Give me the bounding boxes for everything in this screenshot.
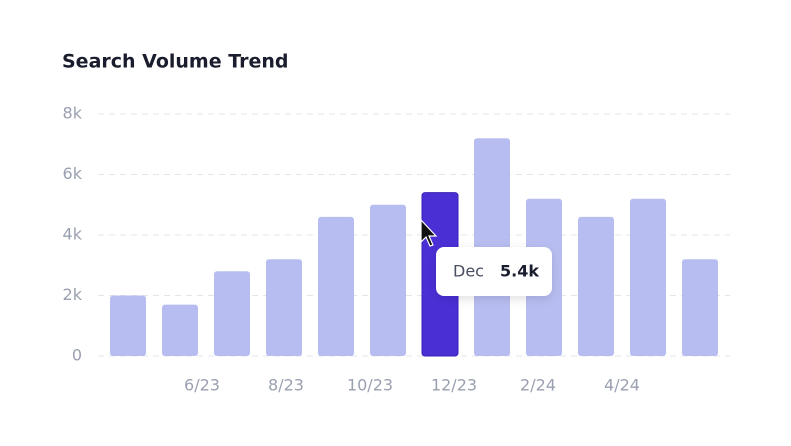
x-tick-label: 2/24: [520, 376, 556, 395]
bar: [162, 304, 198, 356]
bar: [318, 216, 354, 356]
chart-title: Search Volume Trend: [62, 51, 288, 73]
bar: [630, 198, 666, 356]
y-tick-label: 8k: [63, 104, 83, 123]
bar: [110, 295, 146, 356]
bar: [214, 271, 250, 356]
tooltip-label: Dec: [453, 262, 484, 281]
tooltip: [436, 247, 552, 296]
tooltip-value: 5.4k: [500, 262, 539, 281]
bar: [370, 204, 406, 356]
x-tick-label: 4/24: [604, 376, 640, 395]
x-tick-label: 10/23: [347, 376, 393, 395]
y-tick-label: 0: [72, 346, 82, 365]
bar: [682, 259, 718, 356]
x-tick-label: 8/23: [268, 376, 304, 395]
x-tick-label: 6/23: [184, 376, 220, 395]
y-tick-label: 6k: [63, 164, 83, 183]
y-tick-label: 2k: [63, 285, 83, 304]
cursor: [420, 218, 438, 247]
y-tick-label: 4k: [63, 225, 83, 244]
bar: [578, 216, 614, 356]
bar: [266, 259, 302, 356]
x-tick-label: 12/23: [431, 376, 477, 395]
